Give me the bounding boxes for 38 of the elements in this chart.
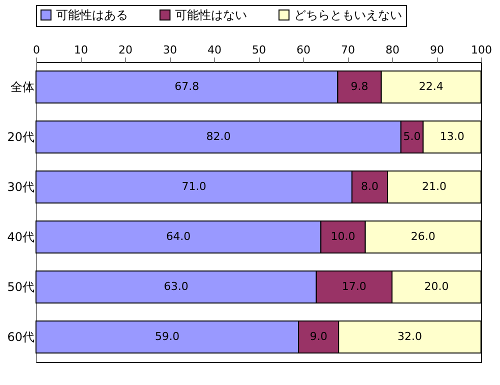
- x-tick-label: 60: [296, 44, 310, 56]
- data-label: 9.8: [350, 80, 368, 93]
- x-tick-label: 0: [33, 44, 40, 56]
- legend-label: 可能性はない: [175, 8, 247, 22]
- y-tick-label: 30代: [7, 180, 34, 194]
- data-label: 10.0: [330, 230, 356, 243]
- x-tick-label: 90: [430, 44, 444, 56]
- y-tick-label: 20代: [7, 130, 34, 144]
- data-label: 9.0: [310, 330, 328, 343]
- legend-label: どちらともいえない: [294, 8, 402, 22]
- data-label: 5.0: [403, 130, 421, 143]
- y-tick-label: 60代: [7, 330, 34, 344]
- y-tick-label: 50代: [7, 280, 34, 294]
- data-label: 32.0: [398, 330, 422, 343]
- x-tick-label: 70: [341, 44, 355, 56]
- data-label: 26.0: [410, 230, 436, 243]
- data-label: 67.8: [174, 80, 200, 93]
- x-tick-label: 50: [252, 44, 266, 56]
- data-label: 63.0: [164, 280, 188, 293]
- data-label: 59.0: [155, 330, 180, 343]
- data-label: 17.0: [342, 280, 366, 293]
- x-tick-label: 10: [74, 44, 88, 56]
- y-tick-label: 40代: [7, 230, 34, 244]
- data-label: 71.0: [182, 180, 206, 193]
- x-tick-label: 20: [118, 44, 132, 56]
- x-tick-label: 30: [163, 44, 177, 56]
- y-tick-label: 全体: [10, 80, 34, 94]
- data-label: 82.0: [206, 130, 231, 143]
- x-tick-label: 80: [386, 44, 400, 56]
- x-tick-label: 40: [208, 44, 222, 56]
- legend-label: 可能性はある: [56, 8, 128, 22]
- data-label: 8.0: [361, 180, 378, 193]
- data-label: 20.0: [424, 280, 449, 293]
- data-label: 13.0: [440, 130, 464, 143]
- data-label: 21.0: [422, 180, 447, 193]
- x-tick-label: 100: [471, 44, 492, 56]
- data-label: 22.4: [418, 80, 444, 93]
- data-label: 64.0: [166, 230, 191, 243]
